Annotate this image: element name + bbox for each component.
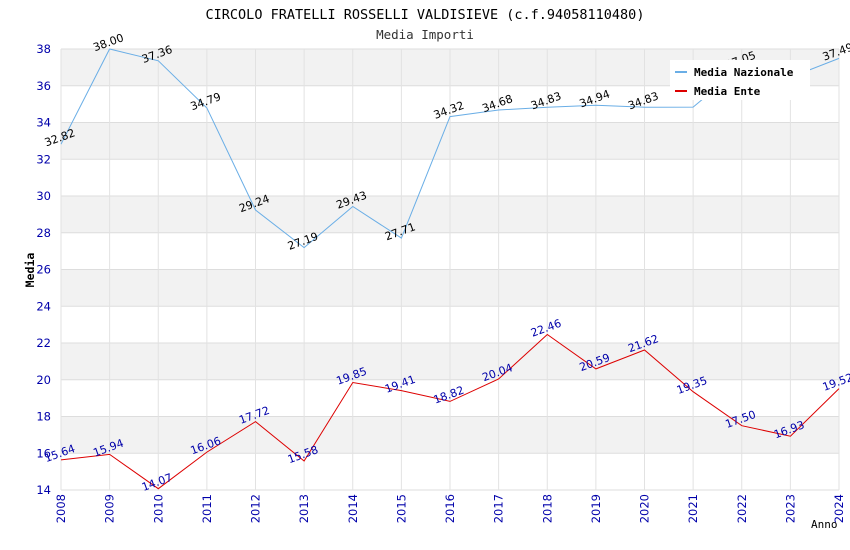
x-tick-label: 2017 — [492, 494, 506, 523]
data-label: 27.19 — [286, 230, 320, 253]
x-tick-label: 2011 — [200, 494, 214, 523]
x-tick-label: 2018 — [540, 494, 554, 523]
data-label: 34.94 — [578, 87, 612, 110]
x-axis-ticks: 2008 2009 2010 2011 2012 2013 2014 2015 2016 2017… — [54, 494, 846, 523]
data-label: 18.82 — [432, 384, 466, 407]
x-tick-label: 2010 — [151, 494, 165, 523]
x-tick-label: 2016 — [443, 494, 457, 523]
y-tick-label: 16 — [36, 446, 51, 460]
x-tick-label: 2023 — [783, 494, 797, 523]
legend-box — [670, 60, 810, 100]
y-tick-label: 34 — [36, 116, 51, 130]
x-tick-label: 2012 — [249, 494, 263, 523]
legend-label: Media Ente — [694, 85, 761, 98]
x-tick-label: 2024 — [832, 494, 846, 523]
y-tick-label: 24 — [36, 299, 51, 313]
x-tick-label: 2013 — [297, 494, 311, 523]
x-tick-label: 2009 — [103, 494, 117, 523]
y-tick-label: 26 — [36, 263, 51, 277]
series-line-1 — [60, 333, 840, 490]
y-tick-label: 28 — [36, 226, 51, 240]
y-tick-label: 30 — [36, 189, 51, 203]
chart-subtitle: Media Importi — [376, 27, 474, 42]
x-tick-label: 2021 — [686, 494, 700, 523]
data-label: 34.68 — [480, 92, 514, 115]
x-tick-label: 2022 — [735, 494, 749, 523]
legend: Media Nazionale Media Ente — [670, 60, 810, 100]
x-tick-label: 2015 — [394, 494, 408, 523]
y-axis-label: Media — [23, 253, 37, 288]
x-tick-label: 2008 — [54, 494, 68, 523]
y-axis-ticks: 14 16 18 20 22 24 26 28 30 32 34 36 38 — [36, 42, 51, 497]
y-tick-label: 22 — [36, 336, 51, 350]
legend-label: Media Nazionale — [694, 66, 794, 79]
data-label: 34.83 — [529, 89, 563, 112]
y-tick-label: 36 — [36, 79, 51, 93]
grid-lines — [60, 48, 840, 491]
x-tick-label: 2020 — [638, 494, 652, 523]
y-tick-label: 14 — [36, 483, 51, 497]
chart-title: CIRCOLO FRATELLI ROSSELLI VALDISIEVE (c.… — [206, 7, 645, 23]
y-tick-label: 20 — [36, 373, 51, 387]
x-axis-label: Anno — [811, 518, 838, 531]
data-label: 34.79 — [189, 90, 223, 113]
x-tick-label: 2019 — [589, 494, 603, 523]
y-tick-label: 38 — [36, 42, 51, 56]
x-tick-label: 2014 — [346, 494, 360, 523]
y-tick-label: 32 — [36, 152, 51, 166]
data-label: 34.83 — [626, 89, 660, 112]
y-tick-label: 18 — [36, 410, 51, 424]
